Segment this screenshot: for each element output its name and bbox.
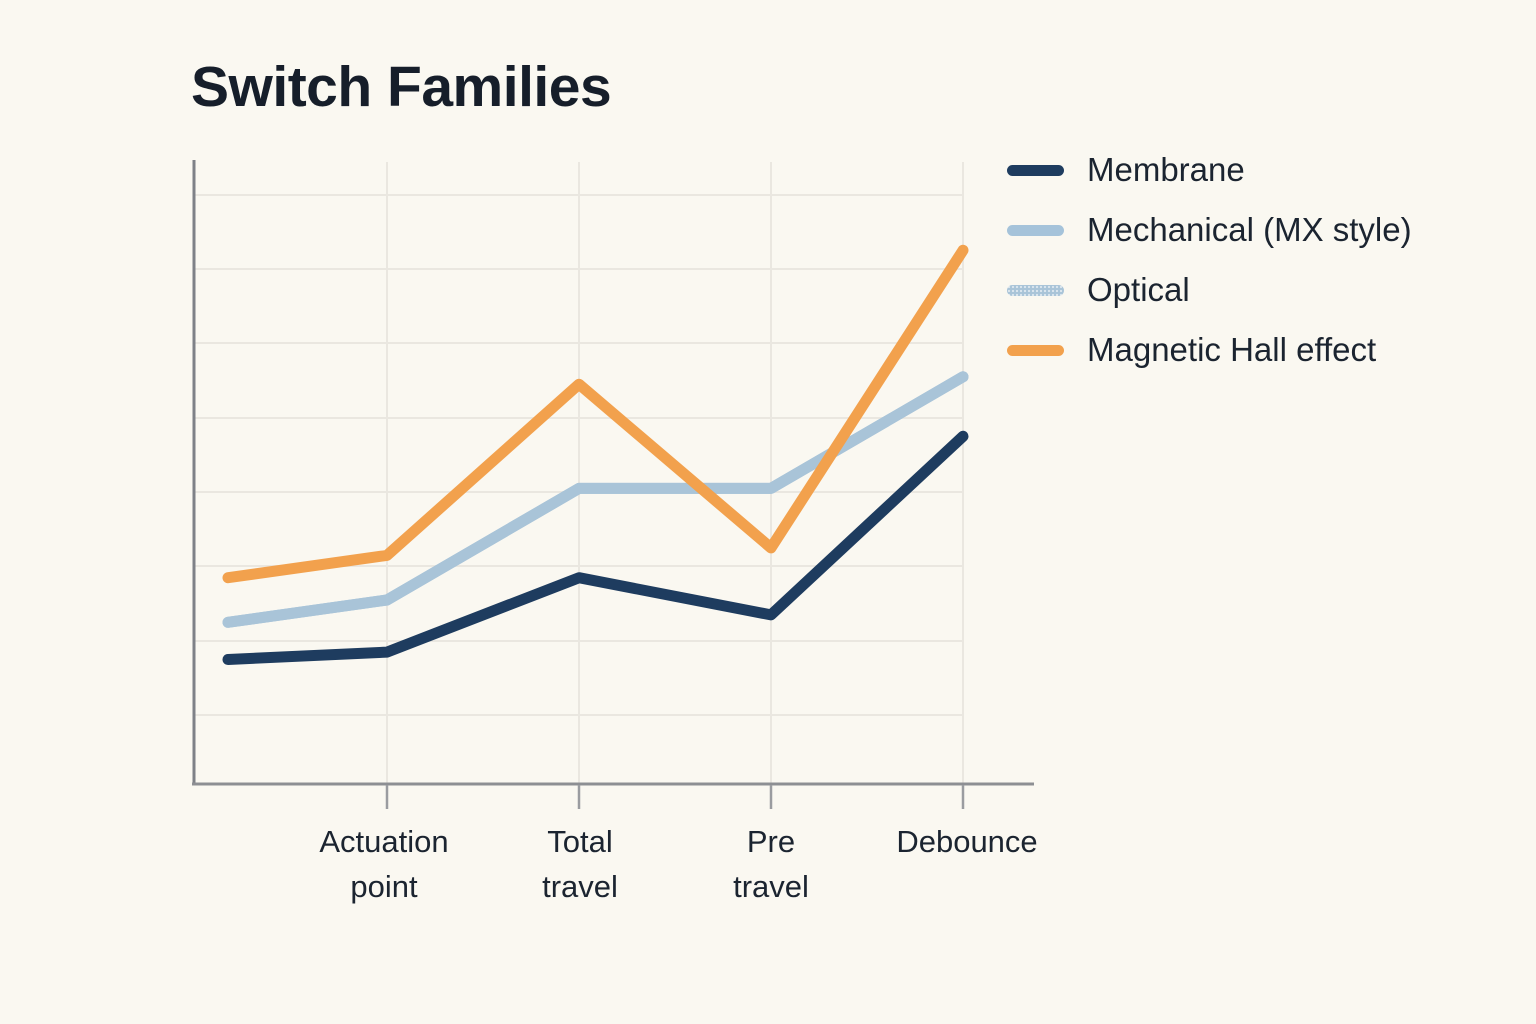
series-line-magnetic-hall-effect xyxy=(222,244,969,584)
legend-item-mechanical: Mechanical (MX style) xyxy=(1007,200,1412,260)
page-title: Switch Families xyxy=(191,55,612,119)
mechanical-swatch-icon xyxy=(1007,224,1064,236)
legend-item-optical: Optical xyxy=(1007,260,1412,320)
legend-label: Mechanical (MX style) xyxy=(1087,211,1412,248)
legend-label: Membrane xyxy=(1087,151,1245,188)
x-label-total-travel: Total travel xyxy=(542,824,618,904)
series-line-membrane xyxy=(222,430,969,665)
magnetic-swatch-icon xyxy=(1007,344,1064,356)
legend-label: Optical xyxy=(1087,271,1190,308)
x-label-pre-travel: Pre travel xyxy=(733,824,809,904)
x-label-actuation-point: Actuation point xyxy=(319,824,449,904)
legend-item-membrane: Membrane xyxy=(1007,140,1412,200)
legend: Membrane Mechanical (MX style) Optical M… xyxy=(1007,140,1412,380)
x-axis-ticks xyxy=(385,785,965,809)
legend-label: Magnetic Hall effect xyxy=(1087,331,1377,368)
membrane-swatch-icon xyxy=(1007,164,1064,176)
legend-item-magnetic: Magnetic Hall effect xyxy=(1007,320,1412,380)
optical-swatch-icon xyxy=(1007,284,1064,296)
x-label-debounce: Debounce xyxy=(896,824,1038,859)
chart-series-lines xyxy=(222,244,969,665)
vertical-gridlines xyxy=(386,162,964,783)
